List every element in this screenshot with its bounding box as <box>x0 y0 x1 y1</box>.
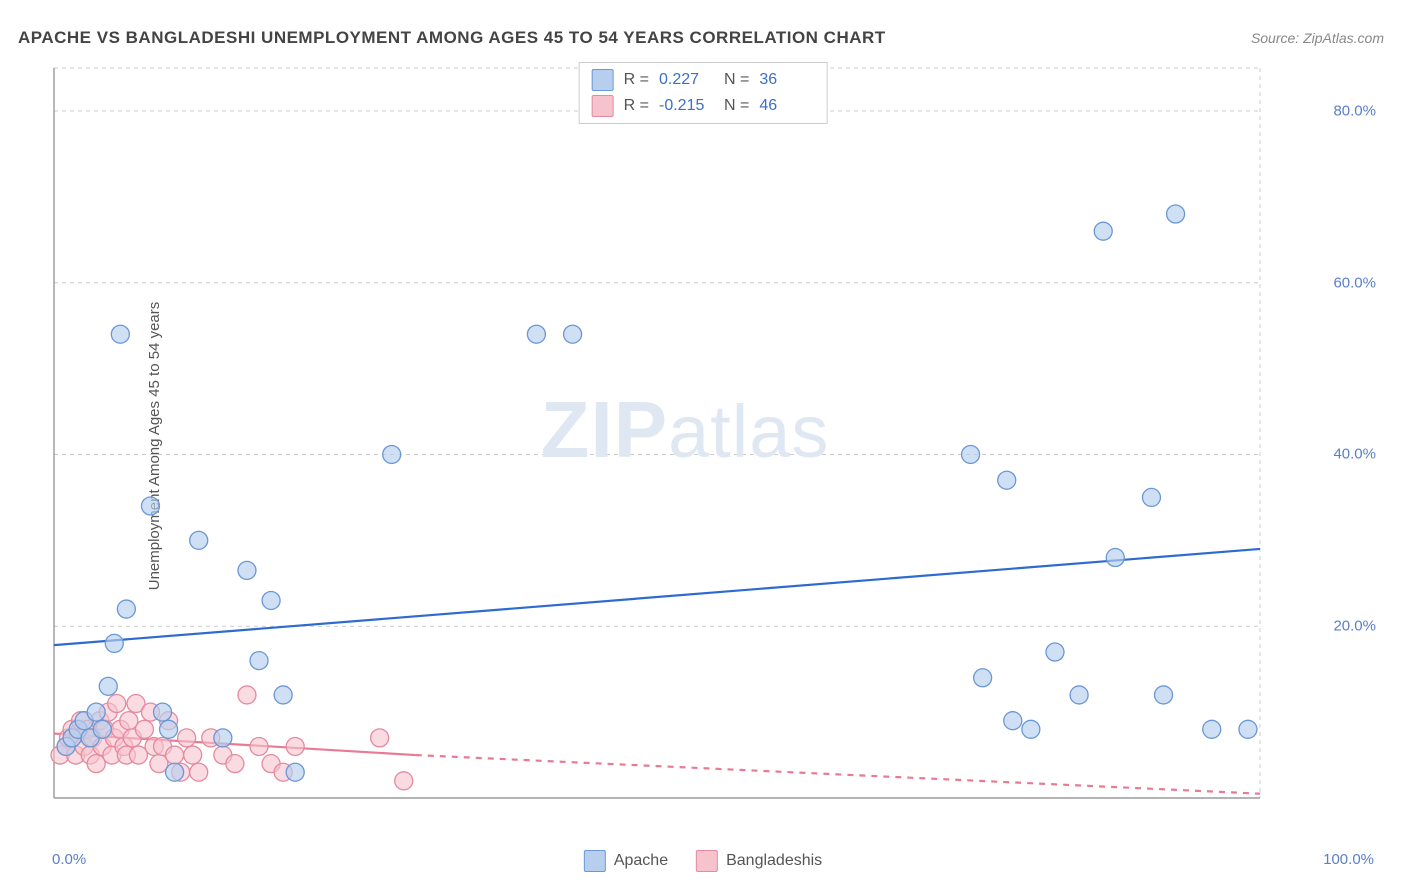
legend-series: Apache Bangladeshis <box>584 850 822 872</box>
y-tick-label: 20.0% <box>1333 618 1376 635</box>
swatch-apache-2 <box>584 850 606 872</box>
legend-item-apache: Apache <box>584 850 668 872</box>
legend-N-label-b: N = <box>724 97 749 115</box>
x-axis-max: 100.0% <box>1323 851 1374 868</box>
source-label: Source: ZipAtlas.com <box>1251 30 1384 46</box>
legend-row-bangladeshi: R = -0.215 N = 46 <box>592 93 815 119</box>
y-tick-label: 40.0% <box>1333 446 1376 463</box>
swatch-apache <box>592 69 614 91</box>
swatch-bangladeshi-2 <box>696 850 718 872</box>
legend-R-label-a: R = <box>624 71 649 89</box>
legend-N-value-a: 36 <box>759 71 814 89</box>
legend-R-label-b: R = <box>624 97 649 115</box>
chart-container: APACHE VS BANGLADESHI UNEMPLOYMENT AMONG… <box>0 0 1406 892</box>
legend-R-value-b: -0.215 <box>659 97 714 115</box>
legend-label-bangladeshi: Bangladeshis <box>726 852 822 870</box>
swatch-bangladeshi <box>592 95 614 117</box>
x-axis-min: 0.0% <box>52 851 86 868</box>
legend-N-label-a: N = <box>724 71 749 89</box>
legend-N-value-b: 46 <box>759 97 814 115</box>
plot-svg <box>50 60 1320 830</box>
legend-row-apache: R = 0.227 N = 36 <box>592 67 815 93</box>
chart-title: APACHE VS BANGLADESHI UNEMPLOYMENT AMONG… <box>18 28 886 48</box>
y-tick-label: 60.0% <box>1333 274 1376 291</box>
legend-R-value-a: 0.227 <box>659 71 714 89</box>
plot-area: ZIPatlas <box>50 60 1320 830</box>
legend-item-bangladeshi: Bangladeshis <box>696 850 822 872</box>
y-tick-label: 80.0% <box>1333 102 1376 119</box>
legend-label-apache: Apache <box>614 852 668 870</box>
legend-correlation: R = 0.227 N = 36 R = -0.215 N = 46 <box>579 62 828 124</box>
